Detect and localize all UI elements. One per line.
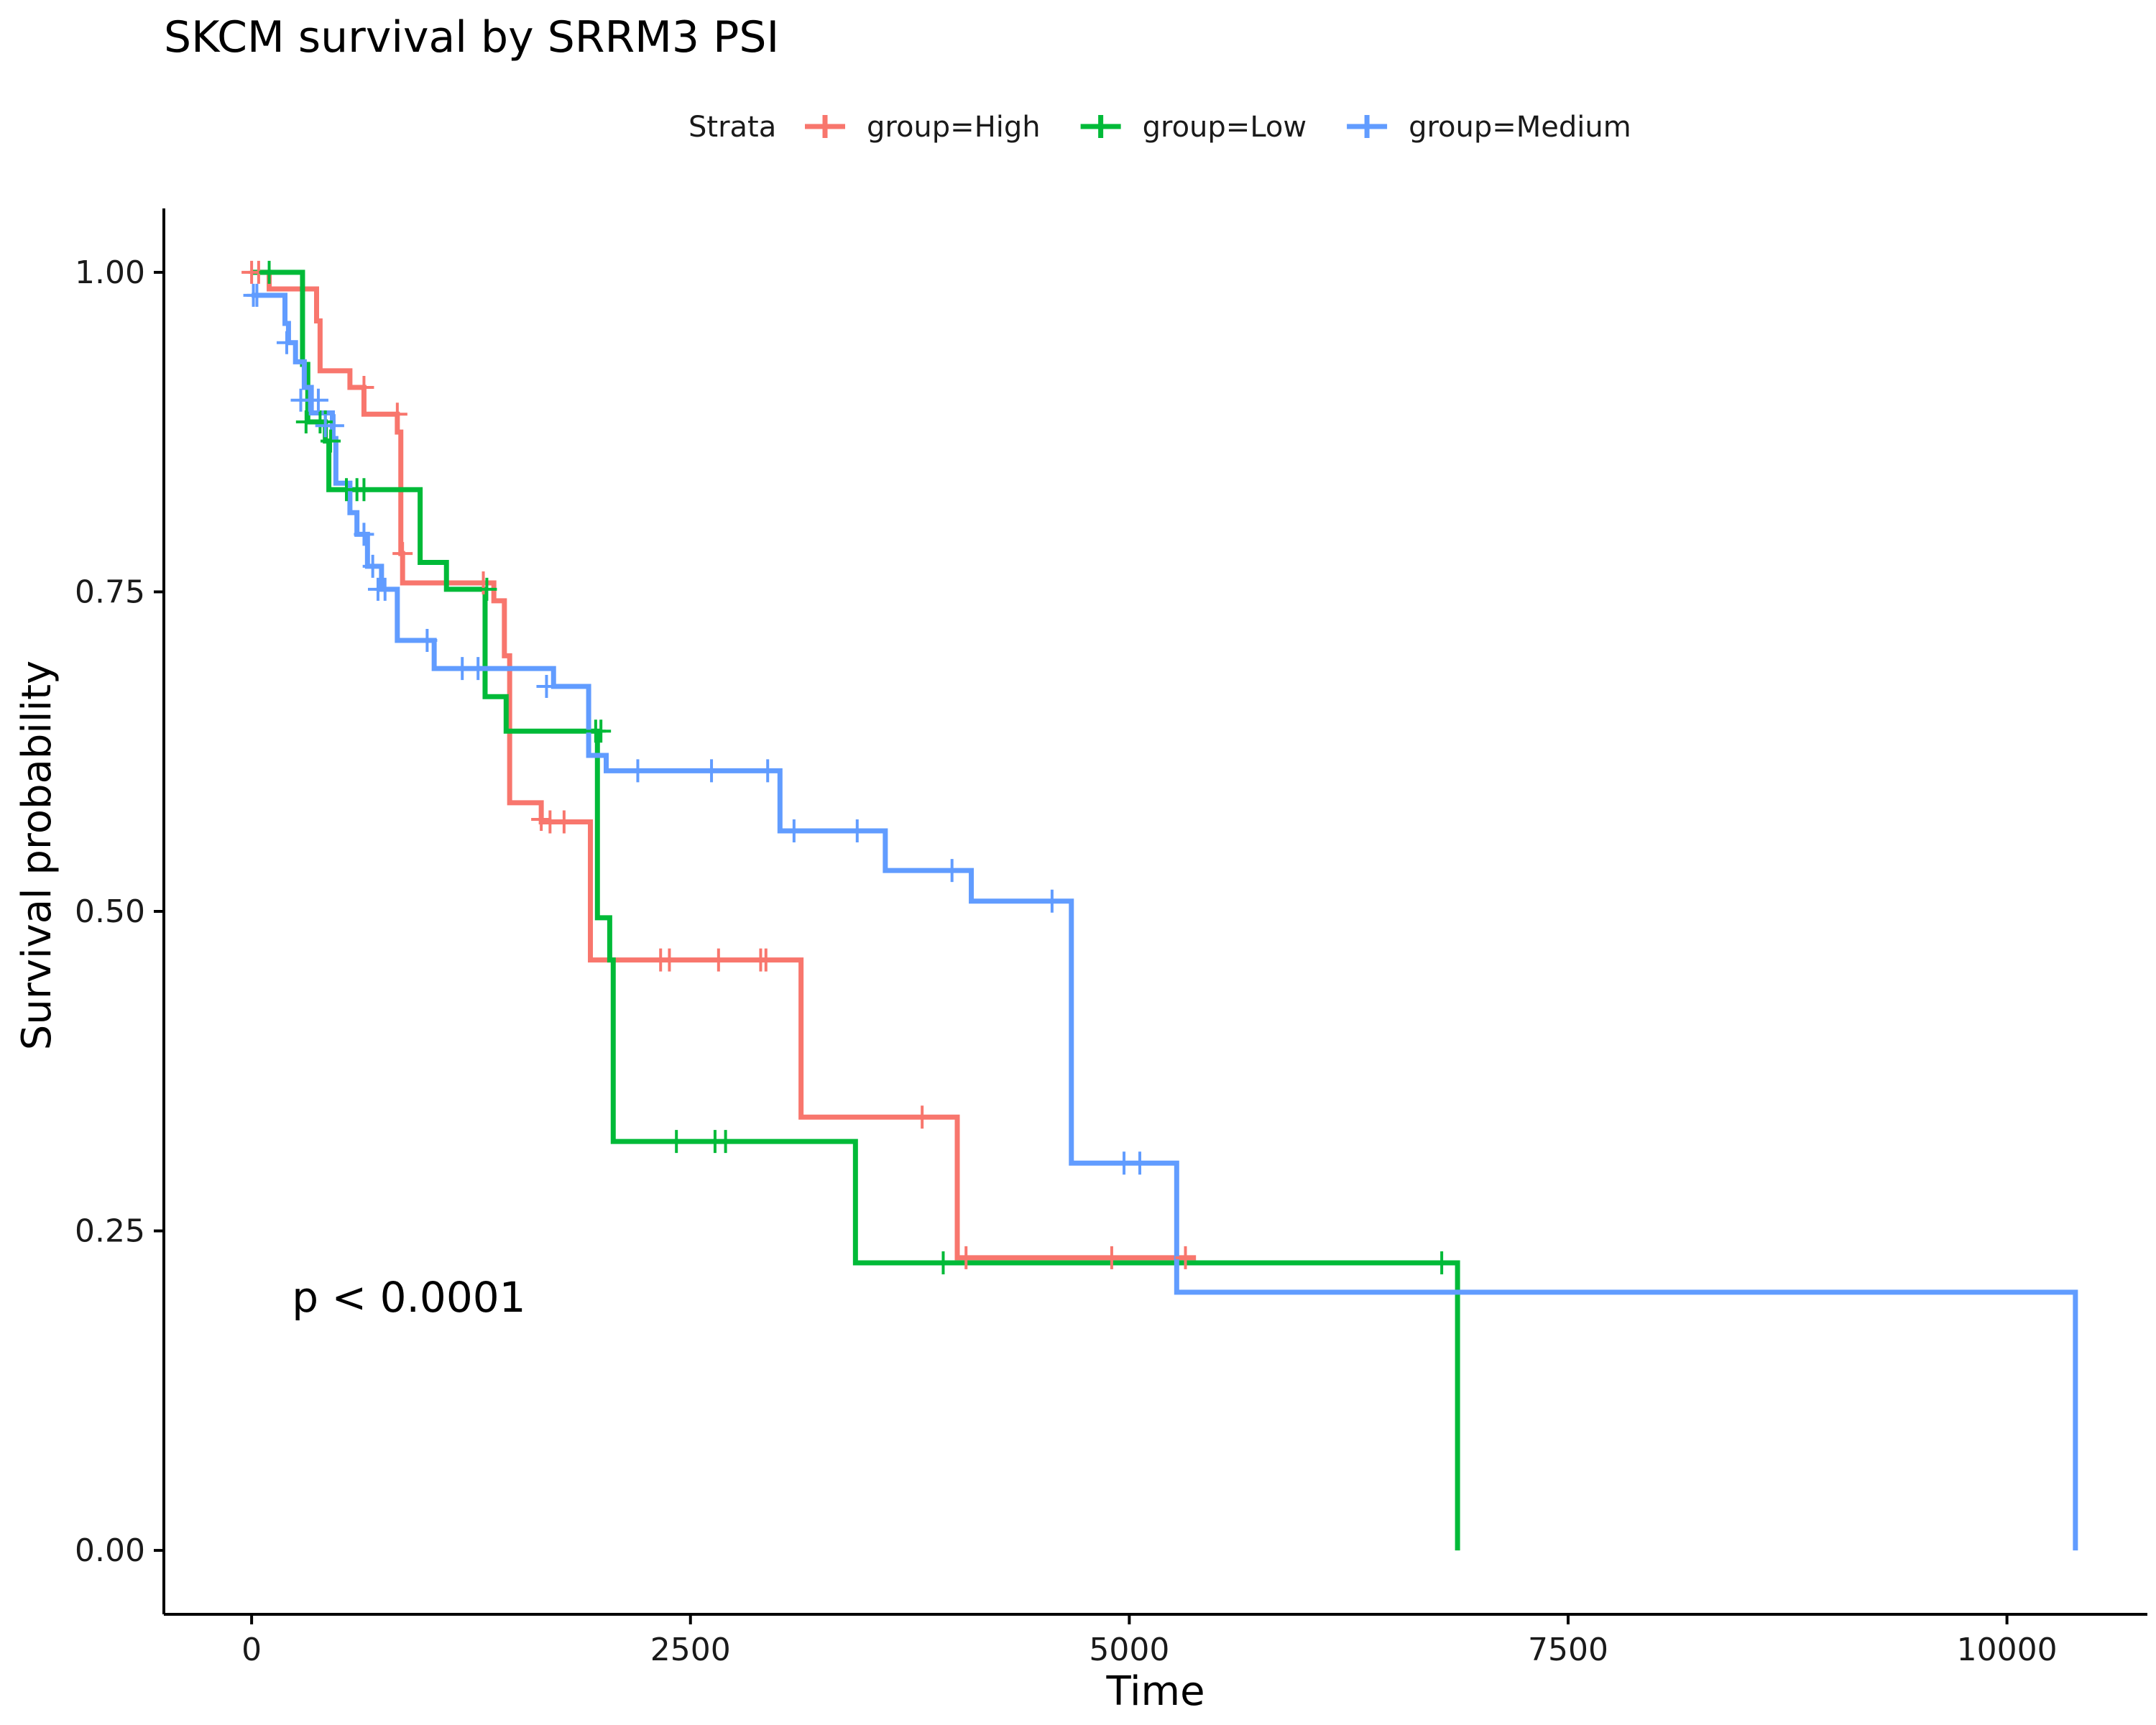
legend-item-group-medium: group=Medium [1347,111,1631,144]
censor-mark [715,1130,736,1154]
censor-mark [308,388,328,412]
y-tick-label: 0.25 [75,1213,145,1250]
censor-mark [468,657,489,681]
censor-mark [354,523,374,546]
censor-mark [627,759,648,783]
censor-mark [354,375,374,399]
legend-title: Strata [688,111,776,144]
censor-mark [259,260,280,284]
censor-mark [387,402,407,426]
y-tick-label: 0.75 [75,574,145,610]
legend-item-group-low: group=Low [1080,111,1307,144]
censor-mark [1432,1251,1452,1274]
x-tick-label: 7500 [1528,1632,1608,1668]
censor-mark [476,577,497,601]
x-tick-label: 2500 [650,1632,731,1668]
y-tick-label: 0.50 [75,893,145,930]
censor-mark [247,283,267,307]
censor-mark [941,859,962,883]
legend-item-group-high: group=High [805,111,1041,144]
curve-group-high [252,270,1197,1261]
legend-label: group=Medium [1409,111,1631,144]
censor-mark [708,948,729,972]
censor-mark [591,719,612,743]
x-tick-label: 0 [241,1632,262,1668]
y-tick-label: 0.00 [75,1532,145,1569]
censor-mark [321,429,341,453]
x-axis-ticks: 0 2500 5000 7500 10000 [241,1614,2058,1668]
censor-marks [241,260,1452,1274]
legend-key [1080,115,1121,138]
censor-mark [701,759,722,783]
legend-key [805,115,845,138]
censor-mark [323,414,344,438]
censor-mark [362,554,383,578]
x-tick-label: 10000 [1957,1632,2058,1668]
censor-mark [659,948,680,972]
y-axis-ticks: 0.00 0.25 0.50 0.75 1.00 [75,254,164,1569]
censor-mark [553,810,574,834]
axes: 0 2500 5000 7500 10000 0.00 0.25 0.50 0.75 1.00 [75,208,2147,1668]
censor-mark [912,1105,933,1129]
censor-mark [933,1251,954,1274]
p-value-annotation: p < 0.0001 [292,1273,525,1322]
plot-area [241,260,2078,1551]
censor-mark [757,759,778,783]
censor-mark [755,948,776,972]
censor-marks-group-high [241,260,1196,1269]
censor-mark [531,807,552,831]
legend-label: group=High [867,111,1041,144]
x-tick-label: 5000 [1089,1632,1169,1668]
x-axis-title: Time [1105,1668,1204,1715]
censor-mark [536,675,557,699]
censor-mark [417,629,438,653]
censor-mark [666,1130,687,1154]
censor-mark [392,542,413,566]
censor-mark [354,478,374,502]
censor-mark [847,819,867,842]
censor-marks-group-medium [243,283,1151,1175]
censor-marks-group-low [259,260,1452,1274]
censor-mark [1101,1246,1122,1269]
y-axis-title: Survival probability [14,661,60,1050]
censor-mark [374,577,395,601]
legend-key [1347,115,1388,138]
chart-title: SKCM survival by SRRM3 PSI [164,12,779,63]
censor-mark [783,819,804,842]
legend: Strata group=High group=Low group=Medium [688,111,1631,144]
censor-mark [276,331,297,354]
legend-label: group=Low [1143,111,1307,144]
censor-mark [1175,1246,1196,1269]
censor-mark [1130,1151,1151,1175]
censor-mark [956,1246,977,1269]
censor-mark [1041,889,1062,913]
y-tick-label: 1.00 [75,254,145,291]
